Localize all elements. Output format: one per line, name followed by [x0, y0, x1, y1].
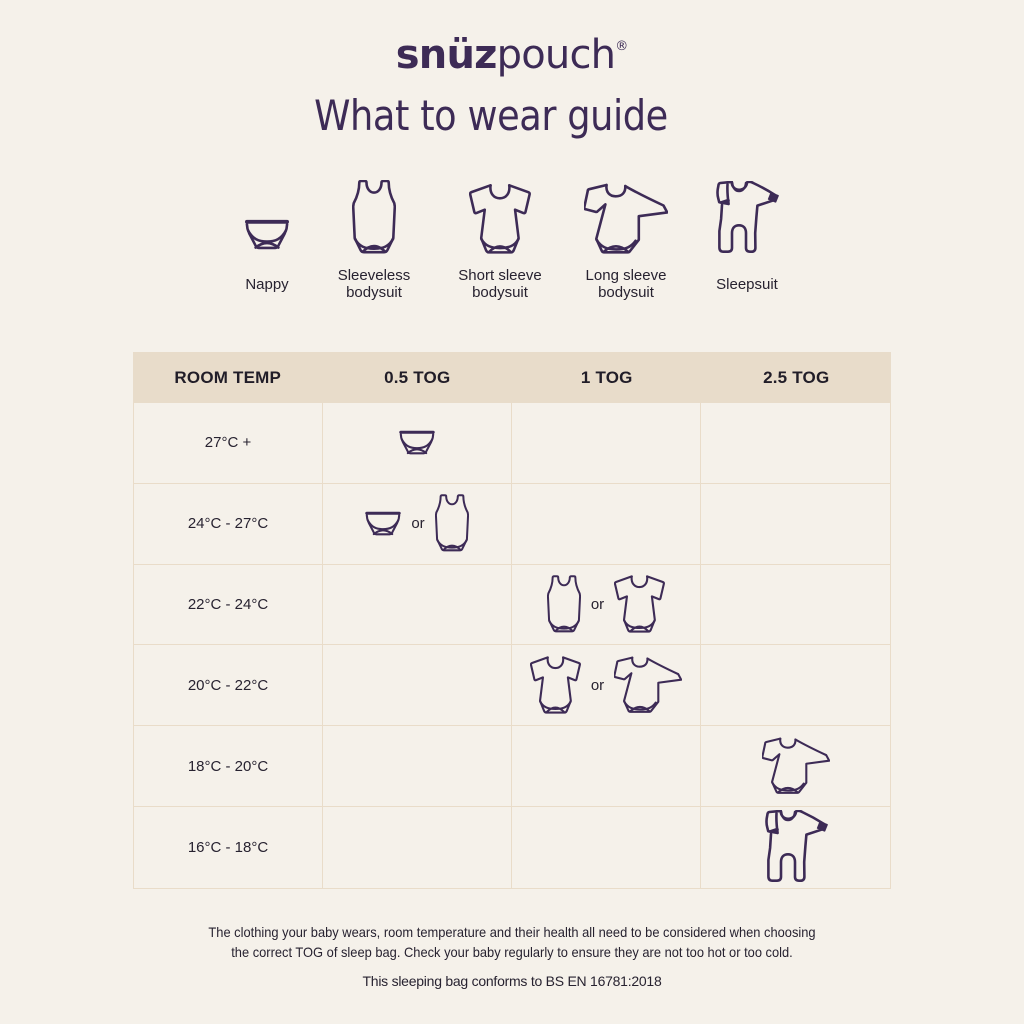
clothing-legend: Nappy Sleeveless bodysuit Short sleeve bod…	[0, 177, 1024, 307]
brand-logo-light: pouch	[496, 32, 616, 78]
temp-label: 24°C - 27°C	[187, 515, 269, 533]
long-sleeve-bodysuit-icon	[762, 737, 830, 795]
empty-cell	[701, 403, 890, 484]
temp-cell: 22°C - 24°C	[134, 564, 323, 646]
legend-item-label: Nappy	[245, 275, 289, 293]
clothing-cell: or	[323, 483, 512, 565]
short-sleeve-bodysuit-icon	[469, 184, 531, 255]
wear-guide-table: ROOM TEMP 0.5 TOG 1 TOG 2.5 TOG 27°C + 24°C …	[133, 352, 891, 889]
empty-cell	[323, 806, 512, 888]
sleeveless-bodysuit-icon	[435, 493, 469, 554]
page-title: What to wear guide	[314, 91, 668, 140]
temp-cell: 24°C - 27°C	[134, 483, 323, 565]
clothing-cell: or	[512, 645, 701, 727]
temp-label: 16°C - 18°C	[187, 838, 269, 856]
clothing-options: or	[530, 656, 682, 715]
clothing-cell	[323, 403, 512, 484]
clothing-options	[764, 810, 828, 884]
clothing-cell	[701, 807, 890, 888]
empty-cell	[512, 726, 701, 807]
legend-iconbox	[715, 177, 779, 255]
sleepsuit-icon	[715, 181, 779, 255]
column-header-room-temp: ROOM TEMP	[174, 367, 282, 387]
empty-cell	[512, 483, 701, 565]
empty-cell	[323, 726, 512, 807]
temp-label: 18°C - 20°C	[187, 757, 269, 775]
legend-item-label: Short sleeve bodysuit	[458, 267, 542, 301]
legend-item-label: Long sleeve bodysuit	[585, 267, 667, 301]
legend-item-short-sleeve-bodysuit: Short sleeve bodysuit	[450, 177, 550, 301]
clothing-options	[399, 430, 435, 455]
short-sleeve-bodysuit-icon	[614, 575, 665, 634]
footer-note: The clothing your baby wears, room tempe…	[41, 922, 983, 962]
empty-cell	[323, 564, 512, 646]
temp-label: 20°C - 22°C	[187, 676, 269, 694]
temp-label: 27°C +	[204, 434, 252, 452]
clothing-options	[762, 737, 830, 795]
legend-item-sleepsuit: Sleepsuit	[697, 177, 797, 301]
table-body: 27°C + 24°C - 27°C or 22°C - 24°C or 20°C - 2…	[133, 403, 891, 889]
empty-cell	[701, 645, 890, 727]
legend-iconbox	[469, 177, 531, 255]
legend-iconbox	[245, 177, 289, 255]
legend-iconbox	[352, 177, 396, 255]
conformance-note: This sleeping bag conforms to BS EN 1678…	[362, 973, 662, 989]
sleeveless-bodysuit-icon	[352, 180, 396, 255]
long-sleeve-bodysuit-icon	[614, 656, 682, 714]
clothing-cell	[701, 726, 890, 807]
table-header-row: ROOM TEMP 0.5 TOG 1 TOG 2.5 TOG	[133, 352, 891, 403]
empty-cell	[512, 403, 701, 484]
column-header-1-tog: 1 TOG	[580, 367, 633, 387]
legend-item-label: Sleeveless bodysuit	[337, 267, 411, 301]
column-header-2.5-tog: 2.5 TOG	[763, 367, 830, 387]
or-label: or	[590, 676, 605, 694]
column-header-0.5-tog: 0.5 TOG	[384, 367, 451, 387]
temp-label: 22°C - 24°C	[187, 595, 269, 613]
nappy-icon	[245, 219, 289, 250]
or-label: or	[411, 515, 425, 533]
footer-note-line1: The clothing your baby wears, room tempe…	[208, 924, 816, 940]
sleeveless-bodysuit-icon	[547, 574, 581, 635]
short-sleeve-bodysuit-icon	[530, 656, 581, 715]
legend-item-nappy: Nappy	[217, 177, 317, 301]
legend-item-label: Sleepsuit	[716, 275, 778, 293]
brand-logo-bold: snüz	[395, 32, 498, 78]
temp-cell: 16°C - 18°C	[134, 806, 323, 888]
nappy-icon	[399, 430, 435, 455]
nappy-icon	[365, 511, 401, 536]
clothing-cell: or	[512, 564, 701, 646]
legend-item-sleeveless-bodysuit: Sleeveless bodysuit	[324, 177, 424, 301]
long-sleeve-bodysuit-icon	[584, 183, 668, 255]
empty-cell	[701, 565, 890, 646]
or-label: or	[590, 595, 605, 613]
temp-cell: 20°C - 22°C	[134, 645, 323, 727]
legend-iconbox	[584, 177, 668, 255]
empty-cell	[512, 806, 701, 888]
clothing-options: or	[547, 574, 665, 635]
temp-cell: 18°C - 20°C	[134, 726, 323, 807]
empty-cell	[701, 484, 890, 565]
clothing-options: or	[365, 493, 468, 554]
legend-item-long-sleeve-bodysuit: Long sleeve bodysuit	[576, 177, 676, 301]
temp-cell: 27°C +	[134, 403, 323, 484]
brand-logo: snüzpouch®	[0, 33, 1024, 77]
footer-note-line2: the correct TOG of sleep bag. Check your…	[231, 944, 793, 960]
empty-cell	[323, 645, 512, 727]
sleepsuit-icon	[764, 810, 828, 884]
registered-trademark-icon: ®	[615, 39, 629, 54]
